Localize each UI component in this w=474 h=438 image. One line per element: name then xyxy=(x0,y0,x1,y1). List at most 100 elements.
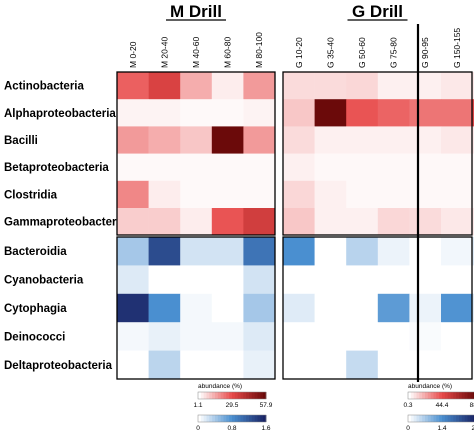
heatmap-cell-m-cyanobacteria-1 xyxy=(148,265,181,295)
heatmap-cell-g-deltaproteobacteria-1 xyxy=(314,350,347,380)
legend-blue-gradient-step xyxy=(223,415,227,422)
legend-tick-label: 0 xyxy=(196,425,200,432)
legend-red-gradient-step xyxy=(260,392,264,399)
legend-red-gradient-step xyxy=(470,392,474,399)
heatmap-cell-g-alphaproteobacteria-1 xyxy=(314,99,347,127)
heatmap-cell-g-actinobacteria-4 xyxy=(409,72,442,100)
legend-tick-label: 88.5 xyxy=(470,402,474,409)
legend-red-gradient-step xyxy=(430,392,434,399)
heatmap-cell-g-clostridia-0 xyxy=(283,180,315,209)
legend-blue-gradient-step xyxy=(257,415,261,422)
legend-red-gradient-step xyxy=(217,392,222,399)
legend-blue-gradient-step xyxy=(206,415,210,422)
legend-red-gradient-step xyxy=(206,392,210,399)
legend-tick-label: 1.1 xyxy=(193,402,202,409)
legend-blue-gradient-step xyxy=(217,415,222,422)
legend-red-gradient-step xyxy=(436,392,440,399)
heatmap-cell-g-bacilli-3 xyxy=(377,126,410,154)
heatmap-cell-m-cyanobacteria-0 xyxy=(117,265,149,295)
legend-red-gradient-step xyxy=(442,392,446,399)
heatmap-cell-g-bacteroidia-1 xyxy=(314,237,347,266)
heatmap-cell-g-actinobacteria-1 xyxy=(314,72,347,100)
legend-blue-gradient-step xyxy=(461,415,466,422)
legend-red-gradient-step xyxy=(444,392,449,399)
legend-red-gradient-step xyxy=(212,392,216,399)
legend-tick-label: 1.4 xyxy=(437,425,446,432)
heatmap-cell-m-actinobacteria-4 xyxy=(243,72,276,100)
heatmap-cell-g-cytophagia-2 xyxy=(346,293,379,323)
heatmap-cell-g-actinobacteria-3 xyxy=(377,72,410,100)
heatmap-cell-m-deinococci-1 xyxy=(148,322,181,351)
heatmap-cell-g-clostridia-3 xyxy=(377,180,410,209)
legend-blue-gradient-step xyxy=(425,415,429,422)
heatmap-cell-g-alphaproteobacteria-4 xyxy=(409,99,442,127)
heatmap-cell-g-deinococci-5 xyxy=(441,322,473,351)
heatmap-cell-m-bacilli-4 xyxy=(243,126,276,154)
column-label-g-90-95: G 90-95 xyxy=(420,37,430,68)
legend-blue-gradient-step xyxy=(209,415,213,422)
heatmap-cell-m-clostridia-2 xyxy=(180,180,213,209)
legend-blue-gradient-step xyxy=(232,415,236,422)
heatmap-cell-m-clostridia-3 xyxy=(211,180,244,209)
legend-red-gradient-step xyxy=(459,392,463,399)
heatmap-cell-m-bacteroidia-2 xyxy=(180,237,213,266)
column-label-g-10-20: G 10-20 xyxy=(294,37,304,68)
legend-blue-gradient-step xyxy=(456,415,460,422)
heatmap-cell-m-clostridia-4 xyxy=(243,180,276,209)
heatmap-cell-g-betaproteobacteria-5 xyxy=(441,153,473,182)
heatmap-cell-m-actinobacteria-2 xyxy=(180,72,213,100)
legend-red-gradient-step xyxy=(226,392,230,399)
legend-red-gradient-step xyxy=(416,392,420,399)
heatmap-cell-g-bacilli-1 xyxy=(314,126,347,154)
heatmap-cell-g-deinococci-0 xyxy=(283,322,315,351)
heatmap-cell-m-deltaproteobacteria-3 xyxy=(211,350,244,380)
heatmap-cell-m-alphaproteobacteria-2 xyxy=(180,99,213,127)
legend-blue-gradient-step xyxy=(450,415,454,422)
legend-red-gradient-step xyxy=(229,392,233,399)
legend-tick-label: 29.5 xyxy=(226,402,239,409)
legend-blue-gradient-step xyxy=(246,415,250,422)
legend-red-gradient-step xyxy=(450,392,454,399)
legend-red-gradient-step xyxy=(257,392,261,399)
row-label-actinobacteria: Actinobacteria xyxy=(4,81,84,93)
heatmap-cell-g-bacilli-2 xyxy=(346,126,379,154)
heatmap-cell-g-cyanobacteria-3 xyxy=(377,265,410,295)
heatmap-cell-g-actinobacteria-5 xyxy=(441,72,473,100)
legend-red-bar xyxy=(197,391,267,400)
legend-blue-gradient-step xyxy=(237,415,241,422)
legend-blue-gradient-step xyxy=(439,415,443,422)
legend-red-gradient-step xyxy=(461,392,466,399)
heatmap-cell-m-bacteroidia-3 xyxy=(211,237,244,266)
legend-red-gradient-step xyxy=(203,392,207,399)
legend-red-gradient-step xyxy=(439,392,443,399)
group-title-g-drill: G Drill xyxy=(352,2,403,21)
heatmap-cell-g-deltaproteobacteria-3 xyxy=(377,350,410,380)
legend-red-gradient-step xyxy=(419,392,423,399)
heatmap-cell-g-deinococci-6 xyxy=(472,322,474,351)
legend-red-gradient-step xyxy=(464,392,468,399)
heatmap-cell-m-bacilli-2 xyxy=(180,126,213,154)
heatmap-cell-g-bacteroidia-2 xyxy=(346,237,379,266)
heatmap-cell-m-cytophagia-0 xyxy=(117,293,149,323)
heatmap-cell-m-cytophagia-3 xyxy=(211,293,244,323)
legend-red-gradient-step xyxy=(427,392,432,399)
row-label-bacilli: Bacilli xyxy=(4,135,38,147)
column-label-m-0-20: M 0-20 xyxy=(128,41,138,68)
row-label-cyanobacteria: Cyanobacteria xyxy=(4,275,84,287)
heatmap-cell-g-deinococci-1 xyxy=(314,322,347,351)
heatmap-cell-m-bacteroidia-1 xyxy=(148,237,181,266)
heatmap-cell-g-alphaproteobacteria-2 xyxy=(346,99,379,127)
heatmap-cell-m-gammaproteobacteria-4 xyxy=(243,208,276,236)
legend-tick-label: 0.8 xyxy=(227,425,236,432)
legend-blue-gradient-step xyxy=(459,415,463,422)
g-red-block-frame xyxy=(282,71,473,236)
row-label-betaproteobacteria: Betaproteobacteria xyxy=(4,162,109,174)
heatmap-cell-m-clostridia-1 xyxy=(148,180,181,209)
column-label-m-40-60: M 40-60 xyxy=(191,37,201,68)
heatmap-cell-m-betaproteobacteria-3 xyxy=(211,153,244,182)
heatmap-cell-g-cyanobacteria-4 xyxy=(409,265,442,295)
heatmap-cell-m-deinococci-4 xyxy=(243,322,276,351)
heatmap-cell-g-deltaproteobacteria-4 xyxy=(409,350,442,380)
heatmap-cell-g-deinococci-3 xyxy=(377,322,410,351)
legend-blue-gradient-step xyxy=(419,415,423,422)
